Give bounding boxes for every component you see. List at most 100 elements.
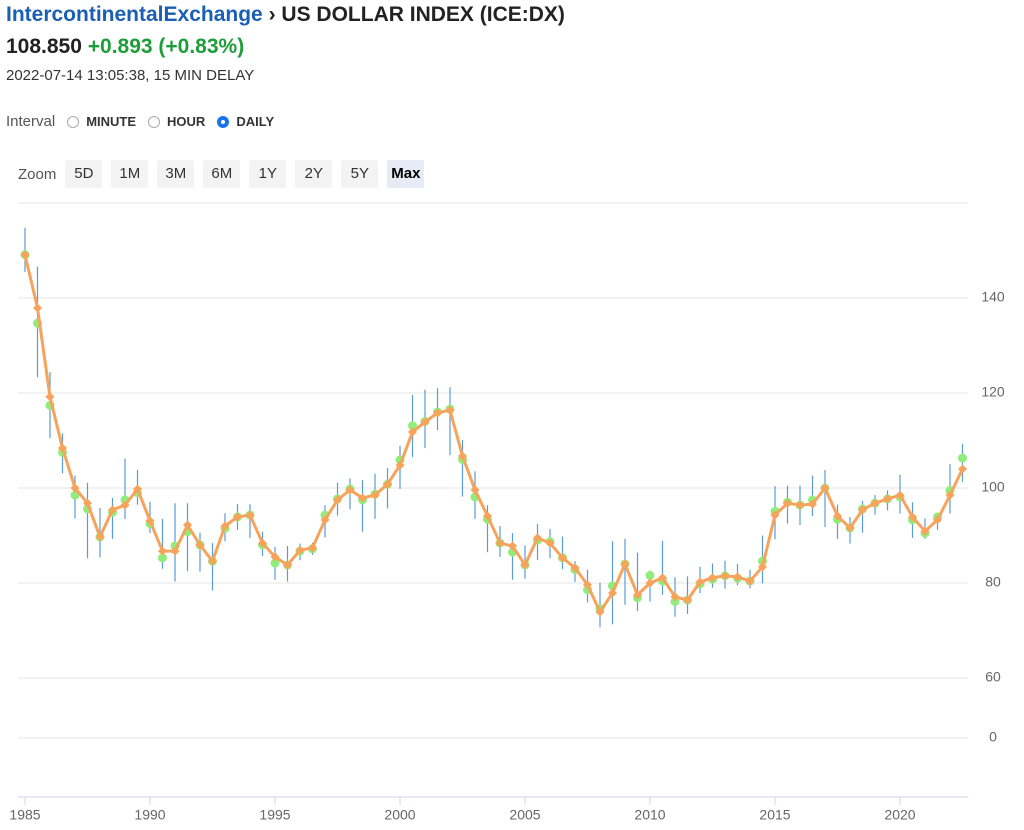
x-tick-label: 1990 [134, 807, 165, 823]
close-marker [495, 538, 505, 548]
close-marker [358, 493, 367, 503]
close-marker [620, 559, 630, 569]
close-marker [158, 546, 167, 556]
close-marker [783, 498, 792, 508]
close-marker [245, 510, 255, 520]
title-line: IntercontinentalExchange › US DOLLAR IND… [6, 3, 565, 27]
zoom-button[interactable]: 2Y [295, 160, 333, 188]
radio-dot [148, 115, 161, 128]
close-marker [608, 588, 617, 598]
close-marker [883, 494, 892, 504]
open-marker [645, 570, 655, 580]
close-marker [470, 485, 480, 495]
close-marker [45, 392, 55, 402]
close-marker [258, 538, 267, 548]
close-marker [195, 540, 205, 550]
close-marker [695, 577, 705, 587]
open-marker [270, 558, 280, 568]
close-marker [370, 490, 380, 500]
radio-dot [67, 115, 80, 128]
close-marker [820, 483, 830, 493]
close-marker [720, 571, 730, 581]
y-tick-label: 80 [985, 574, 1001, 590]
price-line: 108.850 +0.893 (+0.83%) [6, 35, 244, 59]
close-marker [220, 521, 230, 531]
close-marker [683, 595, 692, 605]
close-marker [270, 552, 280, 562]
zoom-button[interactable]: 3M [157, 160, 195, 188]
close-marker [545, 538, 555, 548]
close-marker [333, 495, 342, 505]
close-marker [445, 405, 455, 415]
zoom-button[interactable]: 6M [203, 160, 241, 188]
zoom-button[interactable]: 1Y [249, 160, 287, 188]
interval-option-label: DAILY [236, 114, 275, 129]
close-marker [20, 250, 30, 260]
zoom-button[interactable]: 1M [111, 160, 149, 188]
zoom-button[interactable]: 5Y [341, 160, 379, 188]
exchange-link[interactable]: IntercontinentalExchange [6, 3, 263, 26]
close-marker [945, 490, 955, 500]
y-tick-label: 100 [981, 479, 1005, 495]
interval-option-label: HOUR [167, 114, 206, 129]
close-marker [670, 592, 680, 602]
close-marker [458, 451, 467, 461]
close-marker [558, 553, 567, 563]
close-marker [83, 498, 92, 508]
x-tick-label: 2015 [759, 807, 790, 823]
close-marker [870, 498, 880, 508]
close-marker [845, 523, 855, 533]
zoom-button[interactable]: 5D [65, 160, 103, 188]
close-marker [420, 417, 430, 427]
close-marker [208, 556, 217, 566]
close-marker [58, 443, 67, 453]
close-marker [933, 515, 942, 525]
close-marker [658, 573, 667, 583]
interval-option[interactable]: MINUTE [67, 114, 136, 129]
close-marker [133, 484, 142, 494]
close-marker [920, 526, 930, 536]
close-marker [395, 460, 405, 470]
close-marker [733, 572, 742, 582]
close-marker [320, 515, 330, 525]
close-marker [120, 500, 130, 510]
open-marker [958, 453, 967, 463]
close-marker [508, 541, 517, 551]
close-marker [633, 590, 642, 600]
interval-option-label: MINUTE [86, 114, 137, 129]
y-tick-label: 140 [981, 289, 1005, 305]
close-marker [483, 511, 492, 521]
x-tick-label: 2000 [384, 807, 415, 823]
interval-label: Interval [6, 113, 56, 130]
close-marker [795, 500, 805, 510]
close-marker [570, 563, 580, 573]
close-marker [645, 578, 655, 588]
change: +0.893 (+0.83%) [87, 35, 245, 58]
close-marker [145, 516, 155, 526]
close-marker [808, 499, 817, 509]
close-marker [708, 573, 717, 583]
y-tick-label: 0 [989, 729, 997, 745]
close-marker [758, 562, 767, 572]
close-marker [170, 546, 180, 556]
close-marker [833, 511, 842, 521]
close-marker [345, 485, 355, 495]
interval-option[interactable]: HOUR [148, 114, 205, 129]
close-marker [108, 505, 117, 515]
close-marker [95, 532, 105, 542]
zoom-label: Zoom [18, 165, 57, 183]
interval-group: Interval MINUTE HOUR DAILY [6, 113, 274, 130]
close-marker [383, 479, 392, 489]
open-marker [670, 597, 680, 607]
close-marker [295, 545, 305, 555]
y-tick-label: 120 [981, 384, 1005, 400]
y-tick-label: 60 [985, 669, 1001, 685]
zoom-button[interactable]: Max [387, 160, 425, 188]
interval-option[interactable]: DAILY [217, 114, 274, 129]
close-marker [958, 464, 967, 474]
radio-dot [217, 115, 230, 128]
x-tick-label: 1995 [259, 807, 290, 823]
close-marker [908, 512, 917, 522]
